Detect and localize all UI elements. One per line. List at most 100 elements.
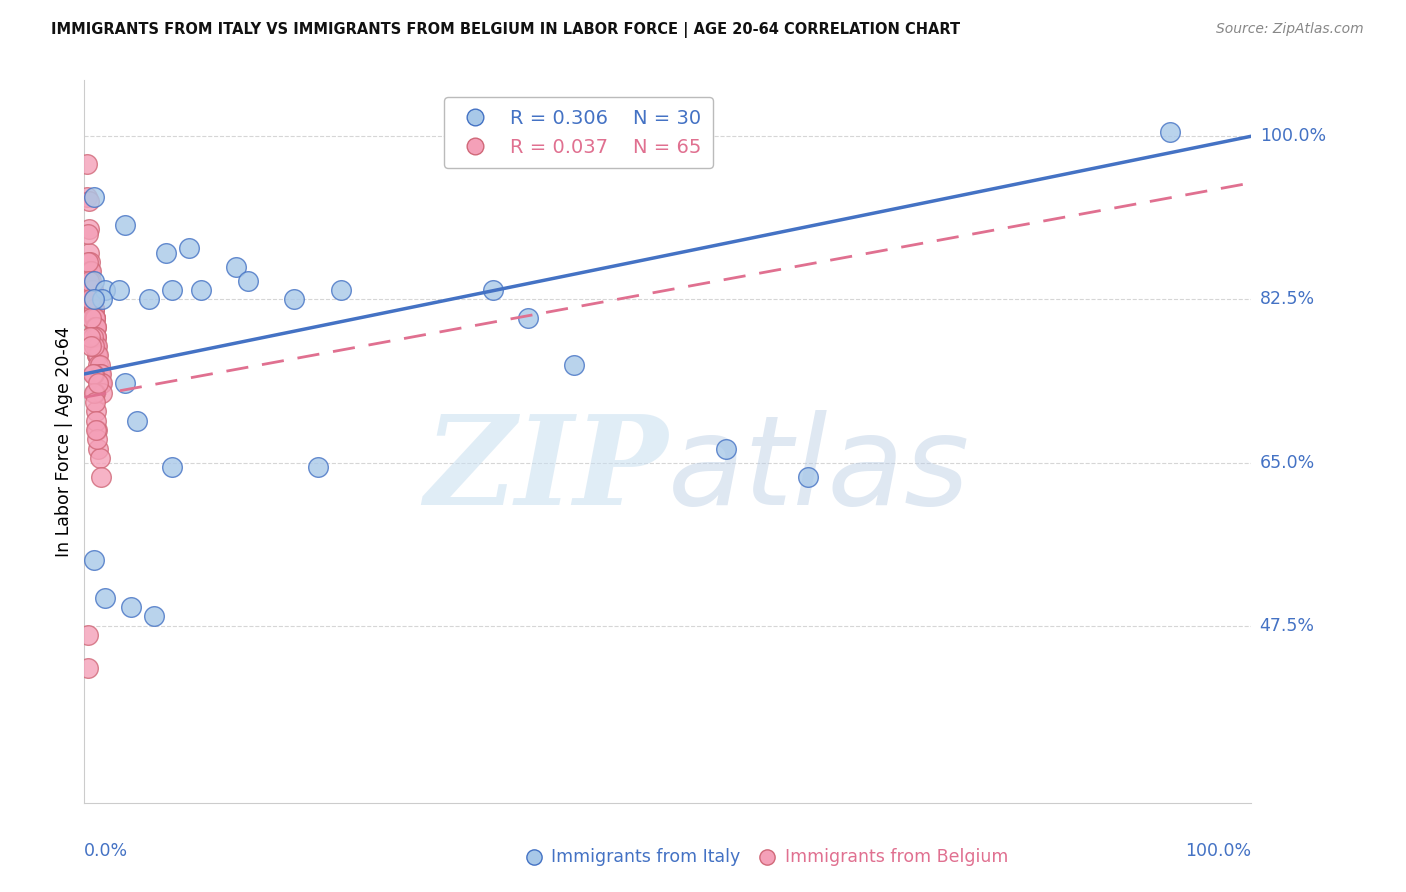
Text: atlas: atlas: [668, 410, 970, 531]
Point: [89, 358, 111, 372]
Point: [83, 301, 105, 316]
Point: [86, 348, 108, 362]
Point: [76, 255, 98, 269]
Point: [114, 218, 136, 232]
Point: [83, 339, 105, 353]
Point: [83, 274, 105, 288]
Legend: R = 0.306    N = 30, R = 0.037    N = 65: R = 0.306 N = 30, R = 0.037 N = 65: [444, 97, 713, 169]
Point: [114, 376, 136, 391]
Point: [190, 283, 212, 297]
Point: [76, 628, 98, 642]
Point: [86, 423, 108, 437]
Point: [83, 367, 105, 381]
Point: [84, 404, 107, 418]
Text: 47.5%: 47.5%: [1260, 616, 1315, 635]
Point: [80, 264, 103, 278]
Point: [76, 190, 98, 204]
Point: [90, 385, 112, 400]
Point: [225, 260, 247, 274]
Point: [138, 293, 160, 307]
Point: [76, 157, 98, 171]
Point: [179, 241, 201, 255]
Point: [80, 311, 103, 326]
Point: [84, 413, 107, 427]
Text: Source: ZipAtlas.com: Source: ZipAtlas.com: [1216, 22, 1364, 37]
Point: [90, 367, 112, 381]
Point: [87, 442, 110, 456]
Point: [307, 460, 329, 475]
Point: [87, 376, 110, 391]
Point: [87, 348, 110, 362]
Point: [77, 222, 100, 236]
Point: [76, 660, 98, 674]
Point: [84, 329, 107, 343]
Point: [83, 293, 105, 307]
Point: [94, 283, 117, 297]
Text: 65.0%: 65.0%: [1260, 453, 1315, 472]
Point: [83, 320, 105, 334]
Point: [83, 311, 105, 326]
Point: [82, 293, 104, 307]
Point: [481, 283, 505, 297]
Text: IMMIGRANTS FROM ITALY VS IMMIGRANTS FROM BELGIUM IN LABOR FORCE | AGE 20-64 CORR: IMMIGRANTS FROM ITALY VS IMMIGRANTS FROM…: [51, 22, 960, 38]
Point: [82, 283, 104, 297]
Point: [90, 469, 112, 483]
Point: [79, 255, 101, 269]
Point: [83, 190, 105, 204]
Point: [77, 245, 100, 260]
Text: Immigrants from Italy: Immigrants from Italy: [551, 848, 741, 866]
Point: [80, 274, 103, 288]
Point: [1159, 124, 1181, 138]
Point: [82, 283, 104, 297]
Y-axis label: In Labor Force | Age 20-64: In Labor Force | Age 20-64: [55, 326, 73, 557]
Point: [716, 442, 738, 456]
Point: [86, 339, 108, 353]
Point: [125, 413, 148, 427]
Text: Immigrants from Belgium: Immigrants from Belgium: [785, 848, 1008, 866]
Point: [236, 274, 259, 288]
Point: [83, 311, 105, 326]
Point: [120, 600, 142, 615]
Point: [84, 423, 107, 437]
Point: [79, 264, 101, 278]
Point: [83, 385, 105, 400]
Text: 0.0%: 0.0%: [84, 842, 128, 860]
Point: [83, 553, 105, 567]
Point: [82, 293, 104, 307]
Point: [516, 311, 538, 326]
Point: [79, 329, 101, 343]
Point: [83, 385, 105, 400]
Point: [80, 283, 103, 297]
Point: [160, 283, 183, 297]
Point: [83, 301, 105, 316]
Point: [90, 376, 112, 391]
Point: [90, 376, 112, 391]
Point: [797, 469, 820, 483]
Point: [86, 432, 108, 446]
Point: [80, 339, 103, 353]
Point: [86, 348, 108, 362]
Point: [77, 194, 100, 209]
Point: [83, 301, 105, 316]
Point: [77, 274, 100, 288]
Point: [82, 293, 104, 307]
Point: [283, 293, 305, 307]
Point: [160, 460, 183, 475]
Point: [143, 609, 166, 624]
Point: [155, 245, 177, 260]
Point: [564, 358, 586, 372]
Point: [83, 293, 105, 307]
Point: [83, 311, 105, 326]
Point: [87, 358, 110, 372]
Point: [83, 395, 105, 409]
Text: 100.0%: 100.0%: [1185, 842, 1251, 860]
Point: [94, 591, 117, 605]
Point: [76, 227, 98, 241]
Point: [84, 320, 107, 334]
Point: [83, 311, 105, 326]
Point: [79, 293, 101, 307]
Point: [108, 283, 131, 297]
Text: 82.5%: 82.5%: [1260, 291, 1315, 309]
Point: [330, 283, 353, 297]
Point: [82, 329, 104, 343]
